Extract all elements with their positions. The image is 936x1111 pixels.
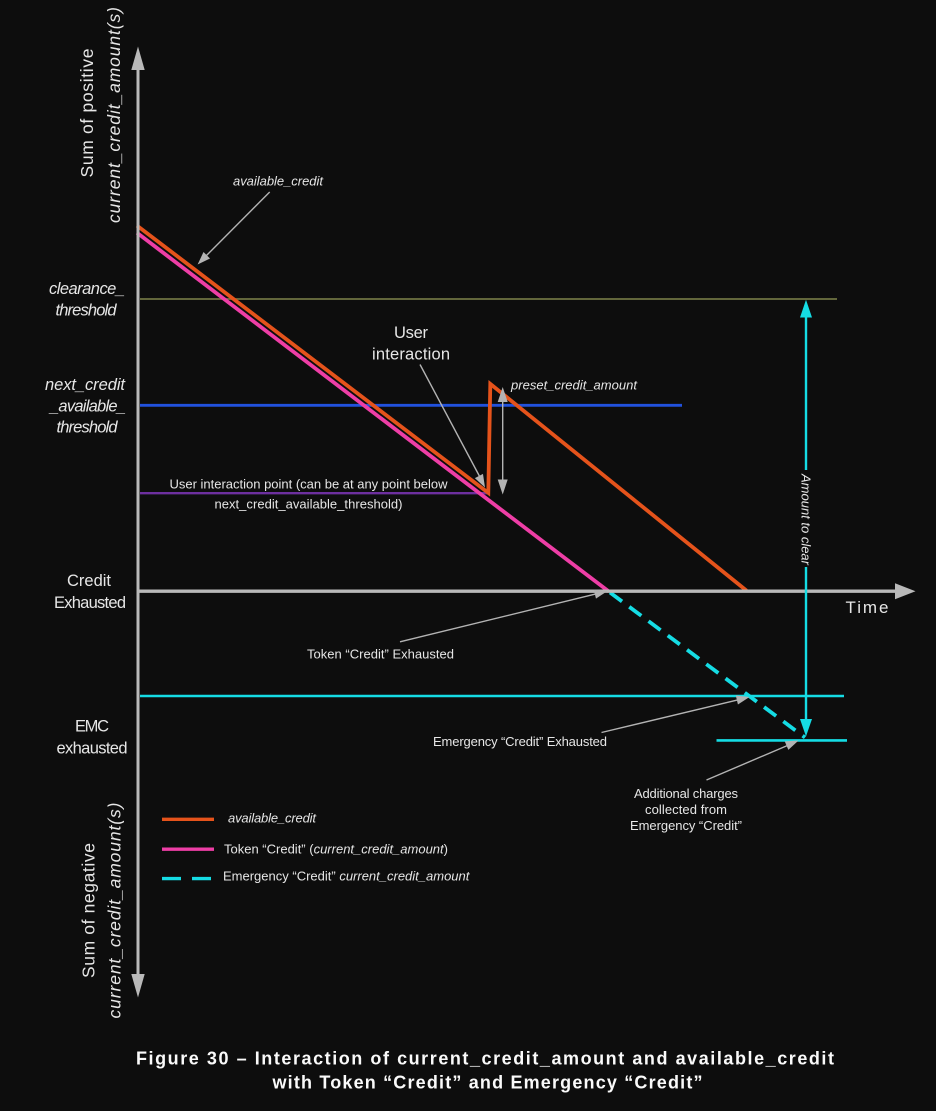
svg-text:next_credit: next_credit	[45, 376, 126, 394]
svg-text:Token “Credit” (current_credit: Token “Credit” (current_credit_amount)	[224, 842, 448, 857]
svg-text:Emergency “Credit”: Emergency “Credit”	[630, 818, 742, 833]
svg-text:exhausted: exhausted	[57, 740, 128, 758]
svg-text:Time: Time	[846, 598, 889, 617]
svg-text:current_credit_amount(s): current_credit_amount(s)	[105, 803, 125, 1019]
svg-text:with Token “Credit” and Emerge: with Token “Credit” and Emergency “Credi…	[272, 1073, 703, 1093]
svg-text:Sum of negative: Sum of negative	[79, 843, 99, 978]
svg-text:Credit: Credit	[67, 572, 111, 590]
svg-text:_available_: _available_	[48, 398, 126, 416]
svg-text:interaction: interaction	[372, 346, 450, 364]
svg-text:preset_credit_amount: preset_credit_amount	[510, 378, 638, 393]
svg-text:Emergency “Credit” current_cre: Emergency “Credit” current_credit_amount	[223, 869, 471, 884]
svg-text:next_credit_available_threshol: next_credit_available_threshold)	[215, 497, 403, 512]
svg-text:Exhausted: Exhausted	[54, 594, 126, 612]
svg-text:Additional charges: Additional charges	[634, 786, 739, 801]
svg-text:User interaction point (can be: User interaction point (can be at any po…	[170, 477, 449, 492]
svg-text:available_credit: available_credit	[233, 174, 324, 189]
svg-text:Token “Credit” Exhausted: Token “Credit” Exhausted	[307, 647, 454, 662]
svg-text:Amount to clear: Amount to clear	[799, 473, 814, 566]
svg-text:Figure 30 – Interaction of cur: Figure 30 – Interaction of current_credi…	[136, 1049, 834, 1069]
svg-text:Emergency “Credit” Exhausted: Emergency “Credit” Exhausted	[433, 734, 607, 749]
svg-text:collected from: collected from	[645, 802, 727, 817]
svg-text:available_credit: available_credit	[228, 811, 317, 826]
svg-text:User: User	[394, 324, 429, 342]
svg-text:threshold: threshold	[57, 419, 119, 437]
svg-text:clearance_: clearance_	[49, 280, 125, 298]
svg-text:current_credit_amount(s): current_credit_amount(s)	[104, 7, 124, 223]
svg-text:EMC: EMC	[75, 718, 109, 736]
svg-text:threshold: threshold	[56, 302, 118, 320]
svg-text:Sum of positive: Sum of positive	[77, 49, 97, 178]
